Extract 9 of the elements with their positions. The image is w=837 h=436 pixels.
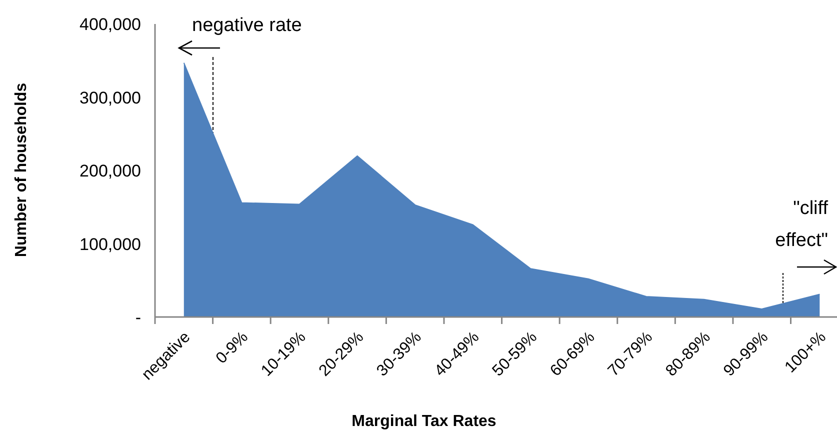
y-tick-label: 100,000: [80, 234, 141, 254]
y-tick-label: -: [135, 308, 141, 328]
annotation: "cliff effect": [775, 198, 829, 251]
annotation: negative rate: [192, 15, 302, 36]
y-tick-label: 400,000: [80, 15, 141, 34]
y-tick-label: 300,000: [80, 88, 141, 108]
y-axis-title: Number of households: [13, 82, 30, 258]
y-tick-label: 200,000: [80, 162, 141, 181]
x-axis-title: Marginal Tax Rates: [352, 413, 496, 430]
